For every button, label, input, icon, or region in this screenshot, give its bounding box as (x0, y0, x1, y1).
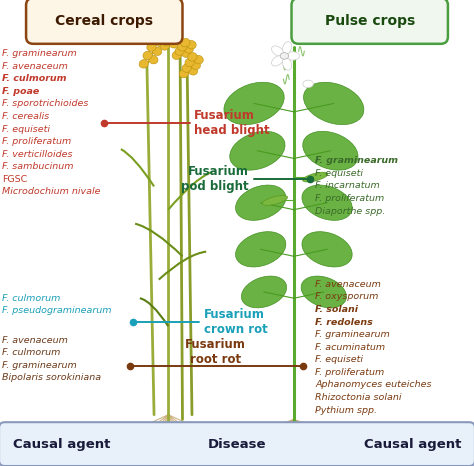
Text: Causal agent: Causal agent (364, 438, 461, 451)
Ellipse shape (188, 53, 197, 61)
Ellipse shape (162, 37, 172, 46)
Text: Rhizoctonia solani: Rhizoctonia solani (315, 393, 401, 402)
Text: Fusarium
head blight: Fusarium head blight (194, 110, 270, 137)
Ellipse shape (149, 55, 158, 64)
Ellipse shape (166, 29, 176, 38)
Text: F. avenaceum: F. avenaceum (315, 280, 381, 289)
Ellipse shape (301, 276, 346, 308)
Ellipse shape (143, 51, 152, 60)
Ellipse shape (191, 61, 201, 69)
Ellipse shape (241, 276, 287, 308)
Text: Disease: Disease (208, 438, 266, 451)
Ellipse shape (302, 232, 352, 267)
Text: Microdochium nivale: Microdochium nivale (2, 187, 101, 197)
Text: F. poae: F. poae (2, 87, 40, 96)
Ellipse shape (272, 46, 283, 56)
Ellipse shape (156, 39, 165, 47)
Ellipse shape (172, 51, 182, 60)
Text: F. redolens: F. redolens (315, 317, 373, 327)
Text: F. culmorum: F. culmorum (2, 348, 61, 357)
Ellipse shape (173, 31, 182, 40)
Text: F. graminearum: F. graminearum (2, 49, 77, 58)
FancyBboxPatch shape (0, 422, 474, 466)
FancyBboxPatch shape (26, 0, 182, 44)
Ellipse shape (147, 43, 156, 51)
Text: F. solani: F. solani (315, 305, 358, 314)
Ellipse shape (262, 195, 288, 206)
Text: Diaporthe spp.: Diaporthe spp. (315, 206, 385, 216)
Text: F. proliferatum: F. proliferatum (2, 137, 72, 146)
Text: Pulse crops: Pulse crops (325, 14, 415, 28)
Ellipse shape (302, 172, 328, 182)
Text: Aphanomyces euteiches: Aphanomyces euteiches (315, 380, 432, 390)
Ellipse shape (185, 58, 194, 67)
Text: F. equiseti: F. equiseti (2, 124, 50, 134)
Text: F. avenaceum: F. avenaceum (2, 62, 68, 71)
Text: F. acuminatum: F. acuminatum (315, 343, 385, 352)
Text: Cereal crops: Cereal crops (55, 14, 153, 28)
Ellipse shape (153, 47, 162, 55)
Ellipse shape (302, 185, 352, 220)
Text: F. graminearum: F. graminearum (315, 330, 390, 339)
Ellipse shape (179, 69, 189, 78)
Ellipse shape (280, 53, 289, 59)
Ellipse shape (283, 58, 292, 70)
Ellipse shape (184, 45, 193, 53)
Text: F. cerealis: F. cerealis (2, 112, 50, 121)
Ellipse shape (286, 52, 300, 60)
Text: F. equiseti: F. equiseti (315, 355, 363, 364)
Text: F. sambucinum: F. sambucinum (2, 162, 74, 171)
FancyBboxPatch shape (292, 0, 448, 44)
Ellipse shape (303, 80, 313, 88)
Ellipse shape (272, 56, 283, 66)
Text: Bipolaris sorokiniana: Bipolaris sorokiniana (2, 373, 101, 383)
Text: F. graminearum: F. graminearum (2, 361, 77, 370)
Text: F. avenaceum: F. avenaceum (2, 336, 68, 345)
Ellipse shape (151, 34, 160, 43)
Text: F. oxysporum: F. oxysporum (315, 292, 379, 302)
Text: F. proliferatum: F. proliferatum (315, 194, 384, 203)
Text: F. verticilloides: F. verticilloides (2, 150, 73, 159)
Ellipse shape (303, 131, 358, 170)
Ellipse shape (187, 41, 196, 49)
Ellipse shape (236, 185, 286, 220)
Ellipse shape (194, 55, 203, 64)
Ellipse shape (171, 35, 180, 44)
Text: F. graminearum: F. graminearum (315, 156, 398, 165)
Text: F. sporotrichioides: F. sporotrichioides (2, 99, 89, 109)
Ellipse shape (178, 42, 187, 51)
Ellipse shape (160, 41, 170, 50)
Text: F. incarnatum: F. incarnatum (315, 181, 380, 191)
Ellipse shape (139, 60, 148, 68)
Text: F. equiseti: F. equiseti (315, 169, 363, 178)
Ellipse shape (224, 82, 284, 124)
Text: Fusarium
pod blight: Fusarium pod blight (181, 165, 249, 193)
Text: Fusarium
root rot: Fusarium root rot (185, 338, 246, 366)
Ellipse shape (169, 40, 178, 48)
Ellipse shape (181, 38, 190, 47)
Text: F. culmorum: F. culmorum (2, 74, 67, 83)
Ellipse shape (303, 82, 364, 124)
Text: Pythium spp.: Pythium spp. (315, 405, 377, 415)
Ellipse shape (182, 64, 191, 72)
Text: Fusarium
crown rot: Fusarium crown rot (204, 308, 267, 336)
Ellipse shape (236, 232, 286, 267)
Ellipse shape (283, 41, 292, 54)
Text: Causal agent: Causal agent (13, 438, 110, 451)
Ellipse shape (164, 33, 174, 42)
Text: F. pseudograminearum: F. pseudograminearum (2, 306, 112, 315)
Ellipse shape (175, 47, 184, 55)
Ellipse shape (181, 49, 191, 57)
Text: F. culmorum: F. culmorum (2, 294, 61, 303)
Text: F. proliferatum: F. proliferatum (315, 368, 384, 377)
Text: FGSC: FGSC (2, 175, 27, 184)
Ellipse shape (230, 131, 285, 170)
Ellipse shape (188, 67, 198, 75)
